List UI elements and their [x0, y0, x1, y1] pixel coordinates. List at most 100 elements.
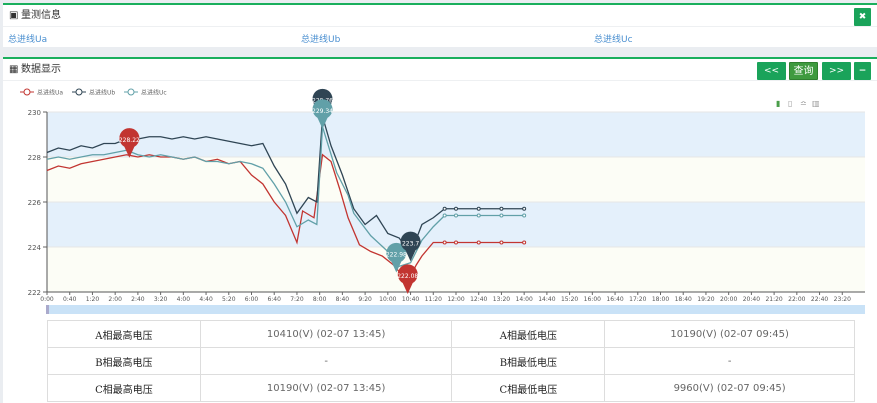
x-tick-label: 8:00	[313, 296, 327, 303]
data-point	[522, 240, 527, 245]
bar-chart-icon[interactable]: ▥	[812, 99, 820, 108]
grid-band	[47, 157, 865, 202]
y-tick-label: 226	[28, 199, 42, 207]
row-value: 9960(V) (02-07 09:45)	[604, 374, 855, 402]
document-icon[interactable]: ▯	[788, 99, 792, 108]
data-zoom-slider[interactable]	[47, 305, 865, 314]
x-tick-label: 20:40	[743, 296, 760, 303]
data-point	[522, 206, 527, 211]
data-point	[499, 213, 504, 218]
marker-pin-shape	[386, 242, 407, 273]
data-point	[442, 206, 447, 211]
row-value: 10190(V) (02-07 09:45)	[604, 320, 855, 348]
x-tick-label: 20:00	[720, 296, 737, 303]
data-point	[476, 240, 481, 245]
legend-marker	[75, 88, 83, 96]
marker-value: 222.08	[397, 273, 418, 280]
marker-value: 229.34	[312, 108, 333, 115]
x-tick-label: 13:20	[493, 296, 510, 303]
x-tick-label: 18:40	[675, 296, 692, 303]
series-line-1	[46, 153, 525, 284]
data-zoom-handle[interactable]	[46, 305, 49, 314]
data-point	[454, 213, 458, 218]
marker-pin-shape	[397, 264, 418, 294]
x-tick-label: 0:40	[63, 296, 77, 303]
legend-label-1: 总进线Ua	[37, 89, 63, 97]
marker-value: 228.22	[119, 137, 140, 144]
row-value: 10190(V) (02-07 13:45)	[199, 374, 453, 402]
legend-marker	[127, 88, 135, 96]
data-point	[476, 213, 481, 218]
x-tick-label: 10:40	[402, 296, 419, 303]
legend-label-3: 总进线Uc	[141, 89, 167, 97]
feeder-uc[interactable]: 总进线Uc	[594, 35, 633, 45]
x-tick-label: 19:20	[697, 296, 714, 303]
prev-button[interactable]: <<	[757, 62, 786, 80]
table-row: A相最高电压 10410(V) (02-07 13:45) A相最低电压 10190(…	[47, 320, 855, 348]
marker-pin: 222.98	[386, 242, 407, 273]
x-tick-label: 5:20	[222, 296, 236, 303]
data-point	[476, 206, 481, 211]
x-tick-label: 0:00	[40, 296, 54, 303]
x-tick-label: 2:00	[108, 296, 122, 303]
query-button[interactable]: 查询	[789, 62, 818, 80]
y-tick-label: 222	[28, 289, 41, 297]
data-point	[522, 213, 527, 218]
marker-value: 223.7	[402, 240, 419, 247]
data-point	[499, 240, 504, 245]
x-tick-label: 16:00	[584, 296, 601, 303]
x-tick-label: 4:40	[199, 296, 213, 303]
legend-label-2: 总进线Ub	[89, 89, 115, 97]
table-row: C相最高电压 10190(V) (02-07 13:45) C相最低电压 9960(V…	[47, 374, 855, 402]
marker-pin-shape	[119, 128, 140, 158]
y-tick-label: 230	[28, 109, 41, 117]
marker-value: 222.98	[386, 252, 407, 259]
collapse-button[interactable]: −	[854, 62, 871, 80]
data-point	[454, 206, 458, 211]
excel-icon[interactable]: ▮	[776, 99, 780, 108]
data-display-header: ▦ 数据显示	[3, 59, 877, 81]
panel-title: 数据显示	[21, 64, 61, 75]
legend-marker	[23, 88, 31, 96]
voltage-chart: 222 224 226 228 230 0:00 0:40 1:20 2:00 2:40 3:20 4…	[20, 88, 865, 314]
close-icon: ✖	[858, 12, 867, 22]
row-value: -	[199, 347, 453, 375]
x-tick-label: 17:20	[629, 296, 646, 303]
voltage-extremes-table: A相最高电压 10410(V) (02-07 13:45) A相最低电压 10190(…	[47, 320, 855, 402]
measure-info-header: ▣ 量测信息	[3, 5, 877, 27]
y-tick-label: 224	[28, 244, 42, 252]
x-tick-label: 22:00	[788, 296, 805, 303]
line-chart-icon[interactable]: ≏	[800, 99, 807, 108]
data-point	[442, 240, 447, 245]
row-value: -	[604, 347, 855, 375]
row-label: B相最低电压	[451, 347, 606, 375]
series-line-3	[46, 126, 525, 269]
x-tick-label: 18:00	[652, 296, 669, 303]
x-tick-label: 14:40	[538, 296, 555, 303]
row-label: A相最低电压	[451, 320, 606, 348]
x-tick-label: 16:40	[606, 296, 623, 303]
x-tick-label: 3:20	[154, 296, 168, 303]
x-tick-label: 12:00	[447, 296, 464, 303]
x-tick-label: 6:00	[245, 296, 259, 303]
x-tick-label: 4:00	[177, 296, 191, 303]
close-button[interactable]: ✖	[854, 8, 871, 26]
x-tick-label: 12:40	[470, 296, 487, 303]
feeder-ua[interactable]: 总进线Ua	[8, 35, 48, 45]
x-tick-label: 7:20	[290, 296, 304, 303]
marker-pin-shape	[312, 99, 333, 129]
next-button[interactable]: >>	[822, 62, 851, 80]
row-label: A相最高电压	[47, 320, 201, 348]
data-point	[442, 213, 447, 218]
row-label: C相最高电压	[47, 374, 201, 402]
panel-title: 量测信息	[21, 10, 61, 21]
y-tick-label: 228	[28, 154, 41, 162]
x-tick-label: 8:40	[336, 296, 350, 303]
x-tick-label: 21:20	[765, 296, 782, 303]
panel-icon: ▣	[9, 10, 19, 21]
x-tick-label: 10:00	[379, 296, 396, 303]
row-label: B相最高电压	[47, 347, 201, 375]
x-tick-label: 9:20	[358, 296, 372, 303]
feeder-ub[interactable]: 总进线Ub	[301, 35, 341, 45]
marker-pin: 228.22	[119, 128, 140, 158]
